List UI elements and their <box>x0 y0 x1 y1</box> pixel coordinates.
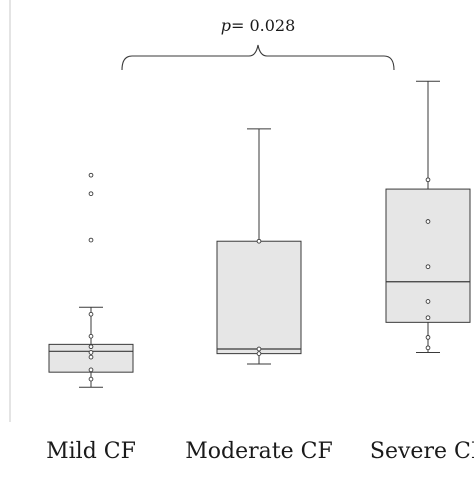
p-value-label: p= 0.028 <box>221 16 296 35</box>
data-point <box>425 299 431 304</box>
boxes-layer <box>48 80 471 388</box>
box-group <box>216 128 302 365</box>
p-value-text: = 0.028 <box>231 16 295 35</box>
x-tick-label: Mild CF <box>46 439 136 464</box>
data-point <box>88 237 94 243</box>
data-point <box>88 344 94 350</box>
data-point <box>425 177 431 183</box>
data-point <box>256 351 262 356</box>
data-point <box>88 367 94 373</box>
data-point <box>88 350 94 355</box>
data-point <box>425 315 431 321</box>
data-point <box>88 311 94 317</box>
data-point <box>88 333 94 339</box>
data-point <box>425 264 431 270</box>
significance-bracket <box>121 44 395 71</box>
data-point <box>425 345 431 351</box>
x-tick-label: Severe CF <box>370 439 474 464</box>
p-symbol: p <box>221 16 231 35</box>
data-point <box>256 346 262 352</box>
data-point <box>256 238 262 244</box>
x-tick-label: Moderate CF <box>185 439 332 464</box>
data-point <box>88 354 94 360</box>
data-point <box>88 376 94 382</box>
x-tick-labels: Mild CF Moderate CF Severe CF <box>46 439 474 464</box>
iqr-box <box>216 240 302 355</box>
box-group <box>385 80 471 353</box>
data-point <box>88 191 94 197</box>
box-group <box>48 172 134 388</box>
data-point <box>425 335 431 340</box>
data-point <box>88 172 94 178</box>
data-point <box>425 219 431 224</box>
